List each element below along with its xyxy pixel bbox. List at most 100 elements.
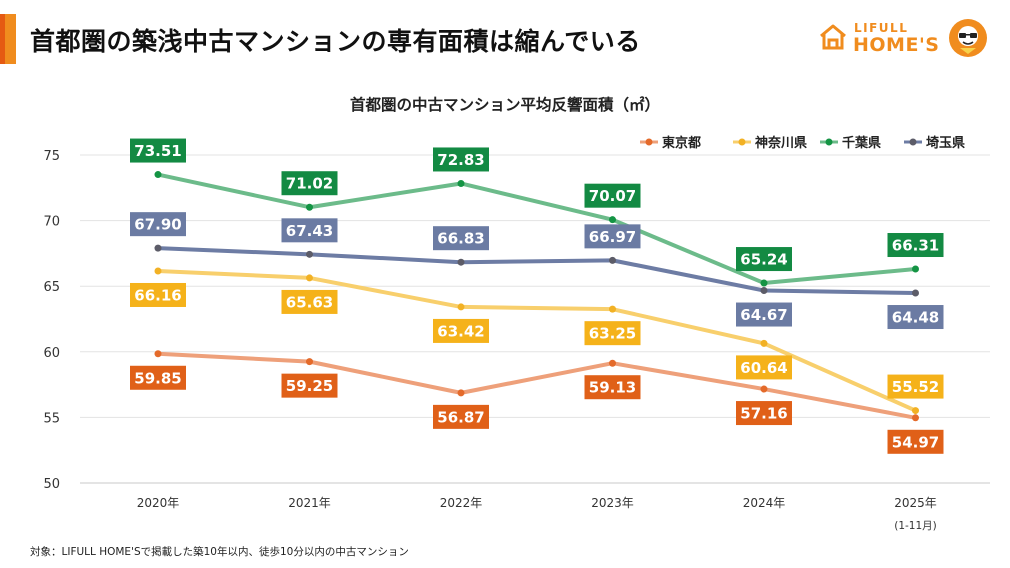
data-label-box bbox=[130, 212, 186, 237]
data-label-box bbox=[584, 183, 641, 208]
data-label-text: 54.97 bbox=[892, 433, 939, 451]
legend-item: 東京都 bbox=[640, 135, 701, 151]
data-label-text: 66.16 bbox=[134, 286, 181, 304]
data-label-text: 72.83 bbox=[437, 151, 484, 169]
data-label-text: 73.51 bbox=[134, 142, 181, 160]
data-label: 66.83 bbox=[433, 226, 489, 251]
data-label: 64.48 bbox=[887, 305, 944, 330]
data-label-text: 66.31 bbox=[892, 237, 939, 255]
data-label-text: 65.63 bbox=[286, 293, 333, 311]
data-label: 63.42 bbox=[433, 318, 489, 343]
legend-marker bbox=[909, 138, 917, 146]
data-label-text: 64.48 bbox=[892, 309, 939, 327]
data-label: 56.87 bbox=[433, 404, 489, 429]
x-tick-label: 2021年 bbox=[288, 496, 331, 510]
data-label-text: 56.87 bbox=[437, 408, 484, 426]
data-label: 55.52 bbox=[887, 374, 944, 399]
data-label-text: 70.07 bbox=[589, 187, 636, 205]
title-accent-bar bbox=[0, 14, 16, 64]
series-line bbox=[156, 351, 918, 420]
legend-item: 千葉県 bbox=[820, 135, 881, 151]
data-label: 70.07 bbox=[584, 183, 641, 208]
x-tick-label: 2020年 bbox=[137, 496, 180, 510]
data-label-box bbox=[433, 318, 489, 343]
data-point bbox=[760, 385, 768, 393]
legend-label: 東京都 bbox=[662, 135, 701, 151]
axes: 50 55 60 65 70 75 2020年 2021年 2022年 2023年 2024年 202… bbox=[43, 149, 936, 532]
y-tick-label: 65 bbox=[43, 280, 60, 295]
data-label-box bbox=[584, 375, 641, 400]
data-point bbox=[457, 258, 465, 266]
data-label-text: 55.52 bbox=[892, 378, 939, 396]
data-label: 59.13 bbox=[584, 375, 641, 400]
data-point bbox=[912, 289, 919, 297]
data-point bbox=[457, 303, 465, 311]
legend-label: 千葉県 bbox=[842, 135, 881, 151]
data-label-text: 64.67 bbox=[740, 306, 787, 324]
series-line bbox=[156, 268, 918, 413]
data-label-box bbox=[887, 429, 944, 454]
x-tick-label: 2023年 bbox=[591, 496, 634, 510]
data-label: 60.64 bbox=[736, 355, 792, 380]
data-label: 59.85 bbox=[130, 365, 186, 390]
data-point bbox=[306, 274, 313, 282]
data-label-box bbox=[887, 374, 944, 399]
data-label: 66.16 bbox=[130, 282, 186, 307]
data-label: 65.24 bbox=[736, 247, 792, 272]
data-point bbox=[609, 256, 616, 264]
legend-marker bbox=[645, 138, 653, 146]
y-tick-label: 55 bbox=[43, 411, 60, 426]
data-label: 59.25 bbox=[281, 373, 338, 398]
data-label: 66.97 bbox=[584, 224, 641, 249]
data-point bbox=[912, 407, 919, 415]
mascot-icon bbox=[949, 19, 987, 57]
data-label-text: 59.85 bbox=[134, 369, 181, 387]
data-label-box bbox=[433, 404, 489, 429]
data-labels: 59.85 59.25 56.87 59.13 57.16 54.97 66.16 65.63… bbox=[130, 138, 944, 454]
x-tick-sublabel: (1-11月) bbox=[894, 520, 937, 532]
data-label: 67.90 bbox=[130, 212, 186, 237]
series-2 bbox=[154, 171, 919, 287]
data-label: 71.02 bbox=[281, 171, 338, 196]
data-point bbox=[760, 339, 768, 347]
data-label-box bbox=[433, 226, 489, 251]
data-label-box bbox=[887, 233, 944, 258]
series-line bbox=[156, 172, 918, 286]
data-label-box bbox=[736, 355, 792, 380]
data-point bbox=[609, 305, 616, 313]
lifull-homes-logo: LIFULL HOME'S bbox=[818, 18, 996, 62]
data-label: 65.63 bbox=[281, 289, 338, 314]
series-0 bbox=[154, 350, 919, 422]
legend-label: 埼玉県 bbox=[926, 135, 965, 151]
data-label-box bbox=[130, 365, 186, 390]
legend: 東京都 神奈川県 千葉県 埼玉県 bbox=[640, 135, 965, 151]
x-tick-label: 2025年 bbox=[894, 496, 937, 510]
y-tick-label: 75 bbox=[43, 149, 60, 164]
data-label-text: 67.43 bbox=[286, 222, 333, 240]
data-label: 66.31 bbox=[887, 233, 944, 258]
data-label: 73.51 bbox=[130, 138, 186, 163]
data-point bbox=[912, 265, 919, 273]
data-label-box bbox=[736, 302, 792, 327]
data-label-text: 57.16 bbox=[740, 405, 787, 423]
data-label-box bbox=[584, 224, 641, 249]
data-label: 54.97 bbox=[887, 429, 944, 454]
chart-title: 首都圏の中古マンション平均反響面積（㎡） bbox=[350, 95, 660, 114]
data-point bbox=[457, 179, 465, 187]
data-label-box bbox=[130, 138, 186, 163]
footnote: 対象：LIFULL HOME'Sで掲載した築10年以内、徒歩10分以内の中古マン… bbox=[30, 546, 409, 558]
logo-big-text: HOME'S bbox=[853, 34, 940, 56]
data-label-text: 66.97 bbox=[589, 228, 636, 246]
house-icon bbox=[820, 24, 846, 50]
data-point bbox=[154, 171, 162, 179]
data-label-box bbox=[281, 373, 338, 398]
data-label-box bbox=[281, 171, 338, 196]
data-label-text: 65.24 bbox=[740, 251, 787, 269]
data-point bbox=[154, 350, 162, 358]
data-label-text: 63.25 bbox=[589, 325, 636, 343]
data-label: 72.83 bbox=[433, 147, 489, 172]
data-label-text: 60.64 bbox=[740, 359, 787, 377]
data-point bbox=[154, 244, 162, 252]
data-label-text: 71.02 bbox=[286, 175, 333, 193]
